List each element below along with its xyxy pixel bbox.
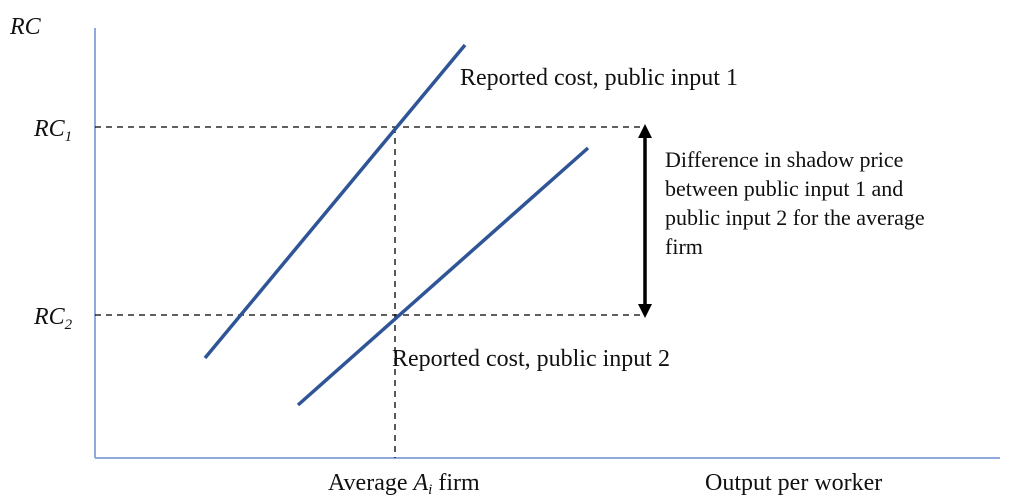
average-suffix: firm bbox=[432, 470, 480, 496]
rc2-label: RC2 bbox=[33, 304, 73, 333]
rc2-sub: 2 bbox=[65, 317, 73, 333]
rc2-text: RC bbox=[33, 304, 66, 330]
annotation-line: firm bbox=[665, 234, 703, 259]
rc1-label: RC1 bbox=[33, 116, 72, 145]
line-1-label: Reported cost, public input 1 bbox=[460, 65, 738, 91]
average-var: A bbox=[412, 470, 429, 496]
y-axis-label: RC bbox=[9, 14, 42, 40]
annotation-line: Difference in shadow price bbox=[665, 147, 903, 172]
rc1-sub: 1 bbox=[65, 129, 73, 145]
average-label: Average Ai firm bbox=[328, 470, 480, 498]
annotation-line: public input 2 for the average bbox=[665, 205, 925, 230]
line-2-label: Reported cost, public input 2 bbox=[392, 346, 670, 372]
x-axis-label: Output per worker bbox=[705, 470, 882, 496]
rc1-text: RC bbox=[33, 116, 66, 142]
annotation-line: between public input 1 and bbox=[665, 176, 903, 201]
average-prefix: Average bbox=[328, 470, 408, 496]
cost-line-2 bbox=[296, 146, 590, 407]
cost-line-1 bbox=[203, 43, 467, 360]
average-sub: i bbox=[428, 482, 432, 498]
annotation: Difference in shadow price between publi… bbox=[665, 147, 925, 259]
